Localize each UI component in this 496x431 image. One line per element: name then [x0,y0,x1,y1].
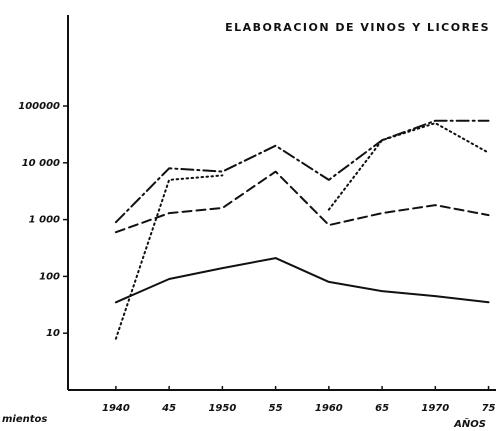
y-tick-label: 10 000 [22,158,60,169]
x-tick-label: 45 [161,403,176,414]
series-line [114,122,490,340]
x-tick-label: 1960 [315,403,343,414]
y-tick-label: 100000 [18,101,60,112]
x-tick-label: 1950 [208,403,236,414]
y-tick-label: 100 [39,271,60,282]
x-tick-label: 1970 [421,403,449,414]
x-tick-label: 65 [375,403,389,414]
series-line [114,170,490,234]
x-axis-label: AÑOS [453,417,486,430]
series-line [114,257,490,304]
y-tick-label: 10 [46,328,60,339]
annotation: mientos [2,414,47,425]
y-tick-label: 1 000 [29,215,60,226]
x-tick-label: 1940 [102,403,130,414]
series-line [114,119,490,224]
x-tick-label: 55 [269,403,283,414]
x-tick-label: 75 [482,403,496,414]
chart-title: ELABORACION DE VINOS Y LICORES [225,21,490,34]
